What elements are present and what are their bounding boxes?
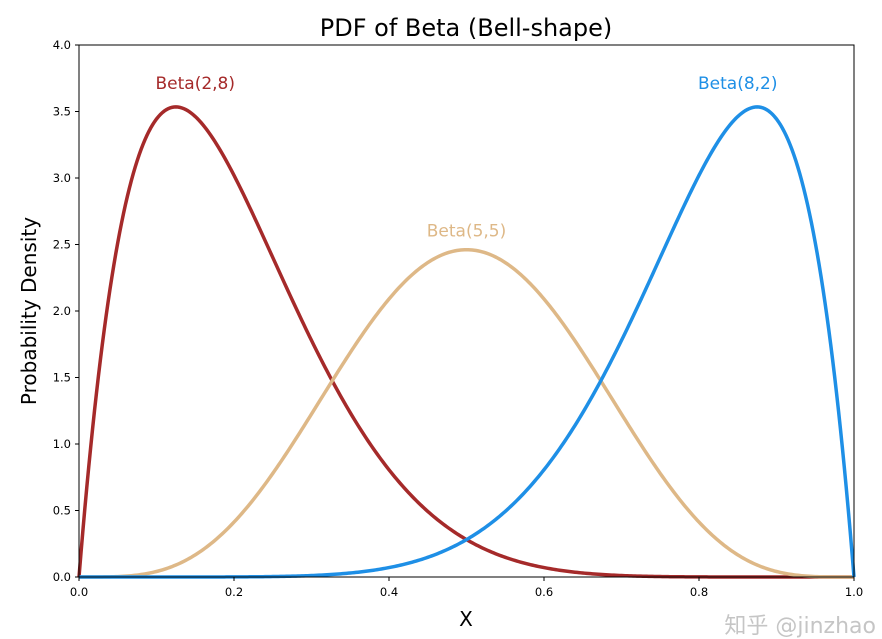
y-axis-label: Probability Density bbox=[17, 217, 41, 405]
x-tick-label: 0.0 bbox=[70, 585, 88, 599]
y-tick-label: 0.5 bbox=[53, 504, 71, 518]
y-tick-label: 1.0 bbox=[53, 437, 71, 451]
x-tick-label: 0.8 bbox=[690, 585, 708, 599]
x-tick-label: 0.2 bbox=[225, 585, 243, 599]
y-tick-label: 2.0 bbox=[53, 304, 71, 318]
x-tick-label: 0.6 bbox=[535, 585, 553, 599]
watermark: 知乎 @jinzhao bbox=[724, 614, 876, 639]
x-tick-label: 1.0 bbox=[845, 585, 863, 599]
series-label-0: Beta(2,8) bbox=[155, 74, 235, 94]
plot-frame bbox=[78, 44, 855, 578]
y-tick-label: 3.0 bbox=[53, 171, 71, 185]
series-label-1: Beta(5,5) bbox=[427, 222, 507, 242]
series-line-1 bbox=[79, 247, 854, 579]
x-axis-label: X bbox=[459, 607, 473, 631]
x-tick-label: 0.4 bbox=[380, 585, 398, 599]
series-line-0 bbox=[77, 105, 854, 579]
y-tick-label: 1.5 bbox=[53, 371, 71, 385]
y-tick-label: 3.5 bbox=[53, 105, 71, 119]
chart-title: PDF of Beta (Bell-shape) bbox=[320, 14, 613, 42]
y-tick-label: 2.5 bbox=[53, 238, 71, 252]
series-line-2 bbox=[79, 105, 856, 579]
y-tick-label: 4.0 bbox=[53, 38, 71, 52]
series-label-2: Beta(8,2) bbox=[698, 74, 778, 94]
y-tick-label: 0.0 bbox=[53, 570, 71, 584]
